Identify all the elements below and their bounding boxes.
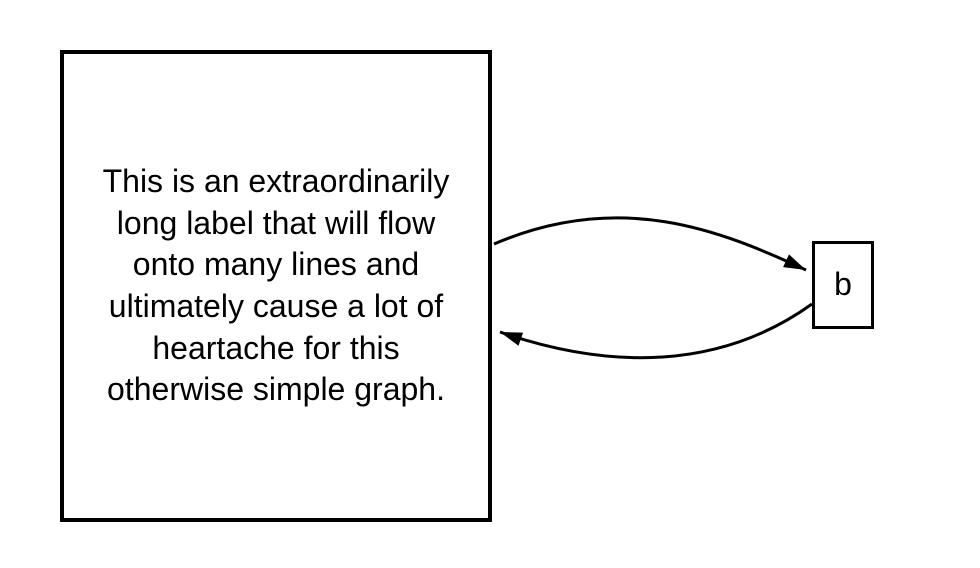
node-b-label: b [834, 264, 852, 306]
node-a-label: This is an extraordinarily long label th… [84, 161, 468, 411]
node-a: This is an extraordinarily long label th… [60, 50, 492, 522]
edge-a_to_b [494, 218, 806, 270]
node-b: b [812, 241, 874, 329]
diagram-canvas: This is an extraordinarily long label th… [0, 0, 980, 568]
edge-b_to_a [500, 304, 812, 358]
